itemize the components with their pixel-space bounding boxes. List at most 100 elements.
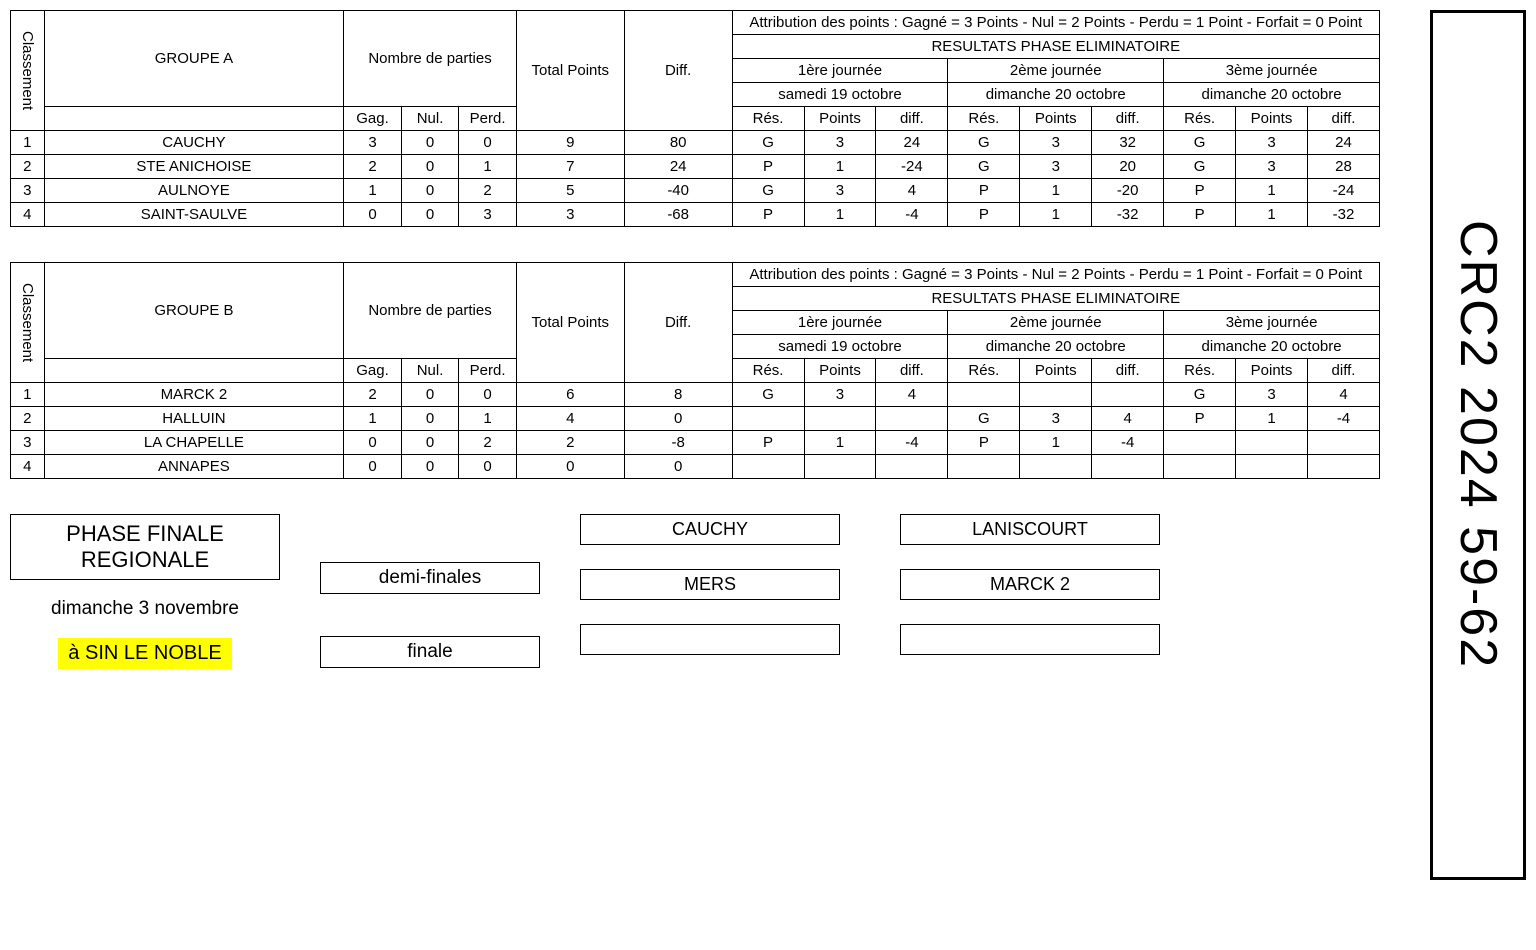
- j2-d: [1092, 383, 1164, 407]
- diff-cell: 80: [624, 131, 732, 155]
- j2-pts: 3: [1020, 155, 1092, 179]
- diff-cell: 0: [624, 455, 732, 479]
- j3-res: P: [1164, 179, 1236, 203]
- j3-pts: 3: [1236, 131, 1308, 155]
- j2-pts: 1: [1020, 179, 1092, 203]
- rank-cell: 4: [11, 203, 45, 227]
- j2-res: [948, 455, 1020, 479]
- classement-header: Classement: [11, 263, 45, 383]
- perd-cell: 1: [459, 155, 517, 179]
- total-header: Total Points: [516, 11, 624, 131]
- classement-header: Classement: [11, 11, 45, 131]
- j2-res: G: [948, 131, 1020, 155]
- semi-label: demi-finales: [320, 562, 540, 594]
- rank-cell: 3: [11, 431, 45, 455]
- diffcol-header: diff.: [876, 107, 948, 131]
- res-header: Rés.: [1164, 359, 1236, 383]
- j1-res: P: [732, 155, 804, 179]
- j2-res: P: [948, 203, 1020, 227]
- team-cell: MARCK 2: [44, 383, 344, 407]
- j1-d: -24: [876, 155, 948, 179]
- points-header: Points: [1236, 107, 1308, 131]
- semi2-team1: LANISCOURT: [900, 514, 1160, 545]
- diffcol-header: diff.: [1307, 359, 1379, 383]
- semi1-team2: MERS: [580, 569, 840, 600]
- attrib-text: Attribution des points : Gagné = 3 Point…: [732, 263, 1379, 287]
- gag-cell: 1: [344, 179, 402, 203]
- total-cell: 6: [516, 383, 624, 407]
- gag-header: Gag.: [344, 107, 402, 131]
- j2-d: -20: [1092, 179, 1164, 203]
- rank-cell: 3: [11, 179, 45, 203]
- nul-cell: 0: [401, 155, 459, 179]
- journee-2: 2ème journée: [948, 311, 1164, 335]
- rank-cell: 1: [11, 131, 45, 155]
- gag-cell: 2: [344, 155, 402, 179]
- journee-3: 3ème journée: [1164, 59, 1380, 83]
- j2-d: -4: [1092, 431, 1164, 455]
- team-cell: SAINT-SAULVE: [44, 203, 344, 227]
- rank-cell: 2: [11, 155, 45, 179]
- group-name: GROUPE B: [44, 263, 344, 359]
- j2-d: -32: [1092, 203, 1164, 227]
- diffcol-header: diff.: [1092, 107, 1164, 131]
- j2-res: [948, 383, 1020, 407]
- gag-cell: 0: [344, 455, 402, 479]
- j2-d: 4: [1092, 407, 1164, 431]
- rank-cell: 1: [11, 383, 45, 407]
- final-team2: [900, 624, 1160, 655]
- j3-pts: 1: [1236, 407, 1308, 431]
- nombre-header: Nombre de parties: [344, 11, 517, 107]
- j1-res: G: [732, 383, 804, 407]
- journee-1: 1ère journée: [732, 59, 948, 83]
- j1-pts: 1: [804, 431, 876, 455]
- nul-header: Nul.: [401, 107, 459, 131]
- finals-date: dimanche 3 novembre: [10, 598, 280, 620]
- perd-cell: 2: [459, 179, 517, 203]
- attrib-text: Attribution des points : Gagné = 3 Point…: [732, 11, 1379, 35]
- total-cell: 7: [516, 155, 624, 179]
- nul-cell: 0: [401, 431, 459, 455]
- j1-pts: 1: [804, 155, 876, 179]
- perd-cell: 2: [459, 431, 517, 455]
- empty-header: [44, 107, 344, 131]
- j1-d: [876, 407, 948, 431]
- rank-cell: 2: [11, 407, 45, 431]
- j3-pts: [1236, 455, 1308, 479]
- finals-title: PHASE FINALE REGIONALE: [10, 514, 280, 580]
- j2-d: [1092, 455, 1164, 479]
- perd-header: Perd.: [459, 107, 517, 131]
- diff-cell: -68: [624, 203, 732, 227]
- gag-header: Gag.: [344, 359, 402, 383]
- perd-cell: 0: [459, 455, 517, 479]
- empty-header: [44, 359, 344, 383]
- date-2: dimanche 20 octobre: [948, 83, 1164, 107]
- phase-title: RESULTATS PHASE ELIMINATOIRE: [732, 287, 1379, 311]
- j1-pts: 3: [804, 179, 876, 203]
- j2-pts: [1020, 383, 1092, 407]
- res-header: Rés.: [732, 107, 804, 131]
- gag-cell: 1: [344, 407, 402, 431]
- date-3: dimanche 20 octobre: [1164, 83, 1380, 107]
- j1-pts: 1: [804, 203, 876, 227]
- nul-cell: 0: [401, 383, 459, 407]
- j3-d: -32: [1307, 203, 1379, 227]
- j3-pts: 3: [1236, 155, 1308, 179]
- j3-d: 4: [1307, 383, 1379, 407]
- nul-cell: 0: [401, 455, 459, 479]
- j3-res: P: [1164, 203, 1236, 227]
- total-cell: 9: [516, 131, 624, 155]
- j1-res: G: [732, 179, 804, 203]
- j1-res: P: [732, 431, 804, 455]
- perd-cell: 0: [459, 131, 517, 155]
- semi2-team2: MARCK 2: [900, 569, 1160, 600]
- final-team1: [580, 624, 840, 655]
- j3-res: G: [1164, 383, 1236, 407]
- team-cell: HALLUIN: [44, 407, 344, 431]
- j1-d: 4: [876, 179, 948, 203]
- j1-pts: 3: [804, 383, 876, 407]
- date-1: samedi 19 octobre: [732, 335, 948, 359]
- j3-pts: 1: [1236, 203, 1308, 227]
- diff-cell: -8: [624, 431, 732, 455]
- gag-cell: 0: [344, 203, 402, 227]
